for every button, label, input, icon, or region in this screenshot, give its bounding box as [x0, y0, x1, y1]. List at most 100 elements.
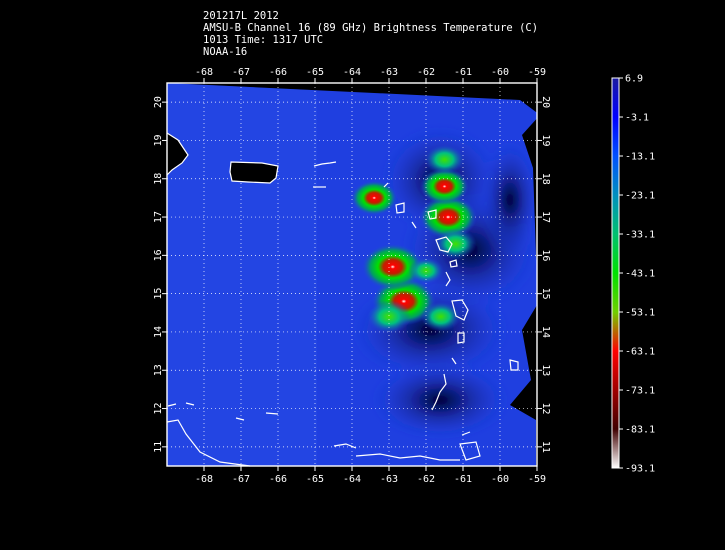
martinique-coast — [451, 299, 469, 321]
lon-label-bottom: -63 — [380, 474, 398, 485]
title-line-time: 1013 Time: 1317 UTC — [203, 34, 324, 46]
convective-cell — [420, 301, 461, 332]
lon-label-top: -67 — [232, 67, 250, 78]
lat-label-right: 12 — [540, 403, 551, 415]
lon-label-top: -61 — [454, 67, 472, 78]
lon-label-top: -65 — [306, 67, 324, 78]
st-lucia-coast — [457, 332, 465, 344]
marie-galante-coast — [449, 259, 458, 268]
lat-label-left: 16 — [153, 249, 164, 261]
st-vincent-coast — [451, 357, 457, 365]
virgin-islands-coast — [313, 161, 337, 167]
title-line-product: AMSU-B Channel 16 (89 GHz) Brightness Te… — [203, 22, 539, 34]
grenadines-coast — [431, 373, 447, 411]
lon-label-top: -63 — [380, 67, 398, 78]
lon-label-bottom: -66 — [269, 474, 287, 485]
aruba-coast — [167, 403, 177, 407]
colorbar-label: -53.1 — [625, 308, 655, 319]
lon-label-bottom: -68 — [195, 474, 213, 485]
colorbar-label: -63.1 — [625, 347, 655, 358]
lat-label-left: 12 — [153, 403, 164, 415]
tobago-coast — [461, 431, 471, 436]
st-kitts-coast — [411, 221, 417, 229]
lon-label-bottom: -61 — [454, 474, 472, 485]
curacao-coast — [185, 402, 195, 406]
antigua-coast — [427, 209, 437, 220]
title-line-satellite: NOAA-16 — [203, 46, 248, 58]
dominica-coast — [445, 271, 451, 287]
lat-label-right: 19 — [540, 134, 551, 146]
field-west-tint — [167, 83, 317, 466]
barbados-coast — [509, 359, 519, 371]
lat-label-left: 20 — [153, 96, 164, 108]
lat-lon-grid — [167, 83, 538, 466]
hispaniola-coast — [166, 132, 189, 176]
title-line-date: 201217L 2012 — [203, 10, 279, 22]
swath-field — [167, 83, 540, 466]
venezuela-coast — [166, 419, 251, 467]
lat-label-left: 11 — [153, 441, 164, 453]
lon-label-top: -62 — [417, 67, 435, 78]
lat-label-left: 18 — [153, 173, 164, 185]
colorbar-label: -13.1 — [625, 152, 655, 163]
convective-cells — [351, 144, 477, 334]
trinidad-coast — [459, 441, 481, 461]
lat-label-right: 15 — [540, 288, 551, 300]
lon-label-top: -64 — [343, 67, 361, 78]
lon-label-top: -60 — [491, 67, 509, 78]
dark-patch — [480, 140, 540, 260]
coastlines — [166, 132, 519, 467]
colorbar-label: 6.9 — [625, 74, 643, 85]
lat-label-right: 11 — [540, 441, 551, 453]
colorbar-label: -73.1 — [625, 386, 655, 397]
lon-label-bottom: -62 — [417, 474, 435, 485]
anguilla-coast — [383, 182, 389, 188]
convective-cell — [366, 300, 412, 334]
lat-label-left: 14 — [153, 326, 164, 338]
lat-label-right: 16 — [540, 249, 551, 261]
lon-label-bottom: -60 — [491, 474, 509, 485]
puerto-rico-coast — [229, 161, 279, 184]
lat-label-right: 13 — [540, 364, 551, 376]
convective-cell — [420, 168, 469, 205]
lon-label-top: -66 — [269, 67, 287, 78]
lon-label-top: -68 — [195, 67, 213, 78]
los-roques-coast — [265, 412, 279, 415]
lat-label-left: 15 — [153, 288, 164, 300]
lon-label-bottom: -65 — [306, 474, 324, 485]
colorbar-label: -23.1 — [625, 191, 655, 202]
lat-label-right: 14 — [540, 326, 551, 338]
bonaire-coast — [235, 417, 245, 421]
colorbar-label: -93.1 — [625, 464, 655, 475]
colorbar-label: -3.1 — [625, 113, 649, 124]
colorbar: 6.9 -3.1 -13.1 -23.1 -33.1 -43.1 -53.1 -63.1 -73… — [611, 74, 655, 475]
guadeloupe-coast — [435, 236, 453, 253]
barbuda-coast — [395, 202, 405, 214]
title-block: 201217L 2012 AMSU-B Channel 16 (89 GHz) … — [203, 10, 538, 58]
lat-label-right: 18 — [540, 173, 551, 185]
convective-cell — [361, 243, 424, 291]
convective-cell — [351, 180, 398, 216]
map-ticks: -68 -68 -67 -67 -66 -66 -65 -65 -64 -64 -63 -63 -62 -… — [153, 67, 551, 485]
colorbar-label: -33.1 — [625, 230, 655, 241]
colorbar-label: -43.1 — [625, 269, 655, 280]
lon-label-bottom: -59 — [528, 474, 546, 485]
lon-label-top: -59 — [528, 67, 546, 78]
convective-cell — [419, 195, 477, 239]
lat-label-left: 13 — [153, 364, 164, 376]
lat-label-right: 20 — [540, 96, 551, 108]
lon-label-bottom: -64 — [343, 474, 361, 485]
colorbar-label: -83.1 — [625, 425, 655, 436]
convective-cell — [434, 228, 477, 260]
margarita-coast — [333, 443, 357, 449]
lat-label-left: 19 — [153, 134, 164, 146]
convective-cell — [408, 257, 444, 284]
colorbar-fill — [612, 78, 619, 468]
paria-coast — [355, 453, 460, 461]
dark-patch — [370, 360, 510, 440]
lat-label-right: 17 — [540, 211, 551, 223]
lon-label-bottom: -67 — [232, 474, 250, 485]
convective-cell — [424, 144, 465, 175]
lat-label-left: 17 — [153, 211, 164, 223]
